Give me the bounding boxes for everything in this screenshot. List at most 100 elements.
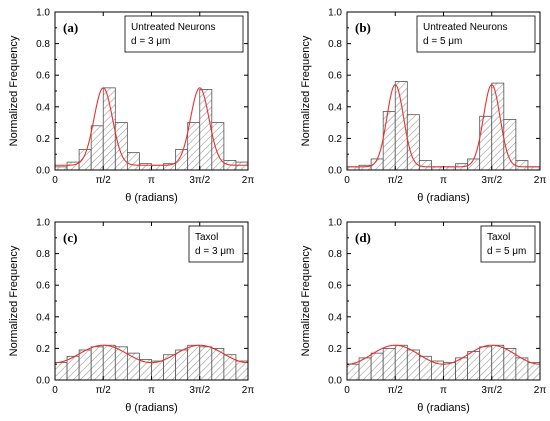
fit-curve: [55, 87, 248, 166]
histogram-bar: [78, 349, 92, 381]
y-tick-label: 1.0: [328, 218, 342, 229]
x-axis-label: θ (radians): [125, 402, 178, 414]
legend-box: [188, 225, 244, 263]
x-tick-label: 2π: [534, 385, 547, 396]
legend-box: [416, 15, 536, 53]
histogram-bar: [394, 344, 408, 381]
histogram-bar: [418, 355, 432, 381]
histogram-bar: [126, 152, 140, 171]
y-tick-label: 0.8: [328, 39, 342, 50]
chart-panel-c: 0.0 0.2 0.4 0.6 0.8 1.0 0 π/2 π 3π/2 2π θ (radians)…: [8, 218, 254, 415]
x-tick-label: π/2: [388, 175, 404, 186]
y-tick-label: 0.6: [36, 71, 50, 82]
y-tick-label: 1.0: [328, 8, 342, 19]
chart-panel-a: 0.0 0.2 0.4 0.6 0.8 1.0 0 π/2 π 3π/2 2π θ (radians)…: [8, 8, 254, 205]
y-tick-label: 0.4: [328, 102, 342, 113]
histogram-bar: [418, 160, 432, 171]
x-tick-label: 3π/2: [189, 175, 210, 186]
legend-box: [480, 225, 536, 263]
histogram-bar: [114, 122, 128, 171]
y-tick-label: 0.6: [328, 281, 342, 292]
legend-text-line: d = 5 μm: [423, 36, 462, 47]
histogram-bar: [406, 349, 420, 381]
histogram-bar: [163, 354, 177, 381]
x-tick-label: π: [148, 175, 155, 186]
y-tick-label: 0.8: [36, 39, 50, 50]
legend-text-line: d = 3 μm: [131, 36, 170, 47]
y-tick-label: 0.2: [328, 134, 342, 145]
y-tick-label: 0.0: [36, 166, 50, 177]
legend-text-line: Untreated Neurons: [423, 22, 508, 33]
y-tick-label: 0.6: [328, 71, 342, 82]
x-tick-label: π: [440, 175, 447, 186]
y-tick-label: 0.2: [328, 344, 342, 355]
histogram-bar: [114, 346, 128, 381]
histogram-bar: [515, 160, 529, 171]
histogram-bar: [382, 111, 396, 171]
histogram-bar: [406, 114, 420, 171]
histogram-bar: [54, 362, 68, 381]
histogram-bar: [102, 344, 116, 381]
legend-text-line: Untreated Neurons: [131, 22, 216, 33]
y-tick-label: 0.0: [328, 166, 342, 177]
x-tick-label: 2π: [534, 175, 547, 186]
legend-text-line: d = 3 μm: [195, 246, 234, 257]
y-tick-label: 0.6: [36, 281, 50, 292]
x-tick-label: π/2: [96, 385, 112, 396]
histogram-bar: [346, 363, 360, 381]
histogram-bar: [199, 346, 213, 381]
y-tick-label: 0.4: [36, 102, 50, 113]
histogram-bar: [187, 344, 201, 381]
legend-text-line: d = 5 μm: [487, 246, 526, 257]
y-tick-label: 0.4: [328, 312, 342, 323]
histogram-bar: [139, 163, 152, 171]
y-tick-label: 0.2: [36, 134, 50, 145]
histogram-bar: [211, 122, 225, 171]
histogram-bar: [479, 346, 493, 381]
histogram-bar: [90, 346, 104, 381]
y-axis-label: Normalized Frequency: [8, 35, 20, 146]
y-tick-label: 0.0: [36, 376, 50, 387]
chart-panel-b: 0.0 0.2 0.4 0.6 0.8 1.0 0 π/2 π 3π/2 2π θ (radians)…: [300, 8, 546, 205]
panel-label: (d): [355, 230, 371, 245]
x-axis-label: θ (radians): [417, 192, 470, 204]
legend-text-line: Taxol: [487, 232, 510, 243]
x-tick-label: 3π/2: [189, 385, 210, 396]
histogram-bar: [90, 125, 104, 171]
histogram-bar: [527, 362, 541, 381]
histogram-bar: [370, 352, 384, 381]
legend-text-line: Taxol: [195, 232, 218, 243]
histogram-bar: [235, 360, 249, 381]
y-tick-label: 0.4: [36, 312, 50, 323]
panel-label: (a): [63, 20, 78, 35]
y-tick-label: 1.0: [36, 218, 50, 229]
y-axis-label: Normalized Frequency: [300, 35, 312, 146]
y-axis-label: Normalized Frequency: [300, 245, 312, 356]
x-tick-label: 2π: [242, 385, 255, 396]
histogram-bar: [175, 349, 189, 381]
x-tick-label: 0: [52, 385, 58, 396]
y-tick-label: 1.0: [36, 8, 50, 19]
x-tick-label: π: [440, 385, 447, 396]
x-tick-label: 0: [52, 175, 58, 186]
x-tick-label: π/2: [96, 175, 112, 186]
histogram-bar: [382, 347, 396, 381]
fit-curve: [346, 344, 541, 365]
y-tick-label: 0.0: [328, 376, 342, 387]
histogram-bar: [151, 164, 164, 171]
y-axis-label: Normalized Frequency: [8, 245, 20, 356]
histogram-bar: [223, 354, 237, 381]
x-tick-label: 3π/2: [481, 175, 502, 186]
y-tick-label: 0.2: [36, 344, 50, 355]
histogram-bar: [187, 122, 201, 171]
x-tick-label: π/2: [388, 385, 404, 396]
x-axis-label: θ (radians): [125, 192, 178, 204]
histogram-bar: [491, 344, 505, 381]
x-axis-label: θ (radians): [417, 402, 470, 414]
histogram-bar: [467, 351, 481, 381]
legend-box: [124, 15, 244, 53]
histogram-bar: [443, 362, 456, 381]
panel-label: (c): [63, 230, 77, 245]
histogram-bar: [235, 161, 249, 171]
